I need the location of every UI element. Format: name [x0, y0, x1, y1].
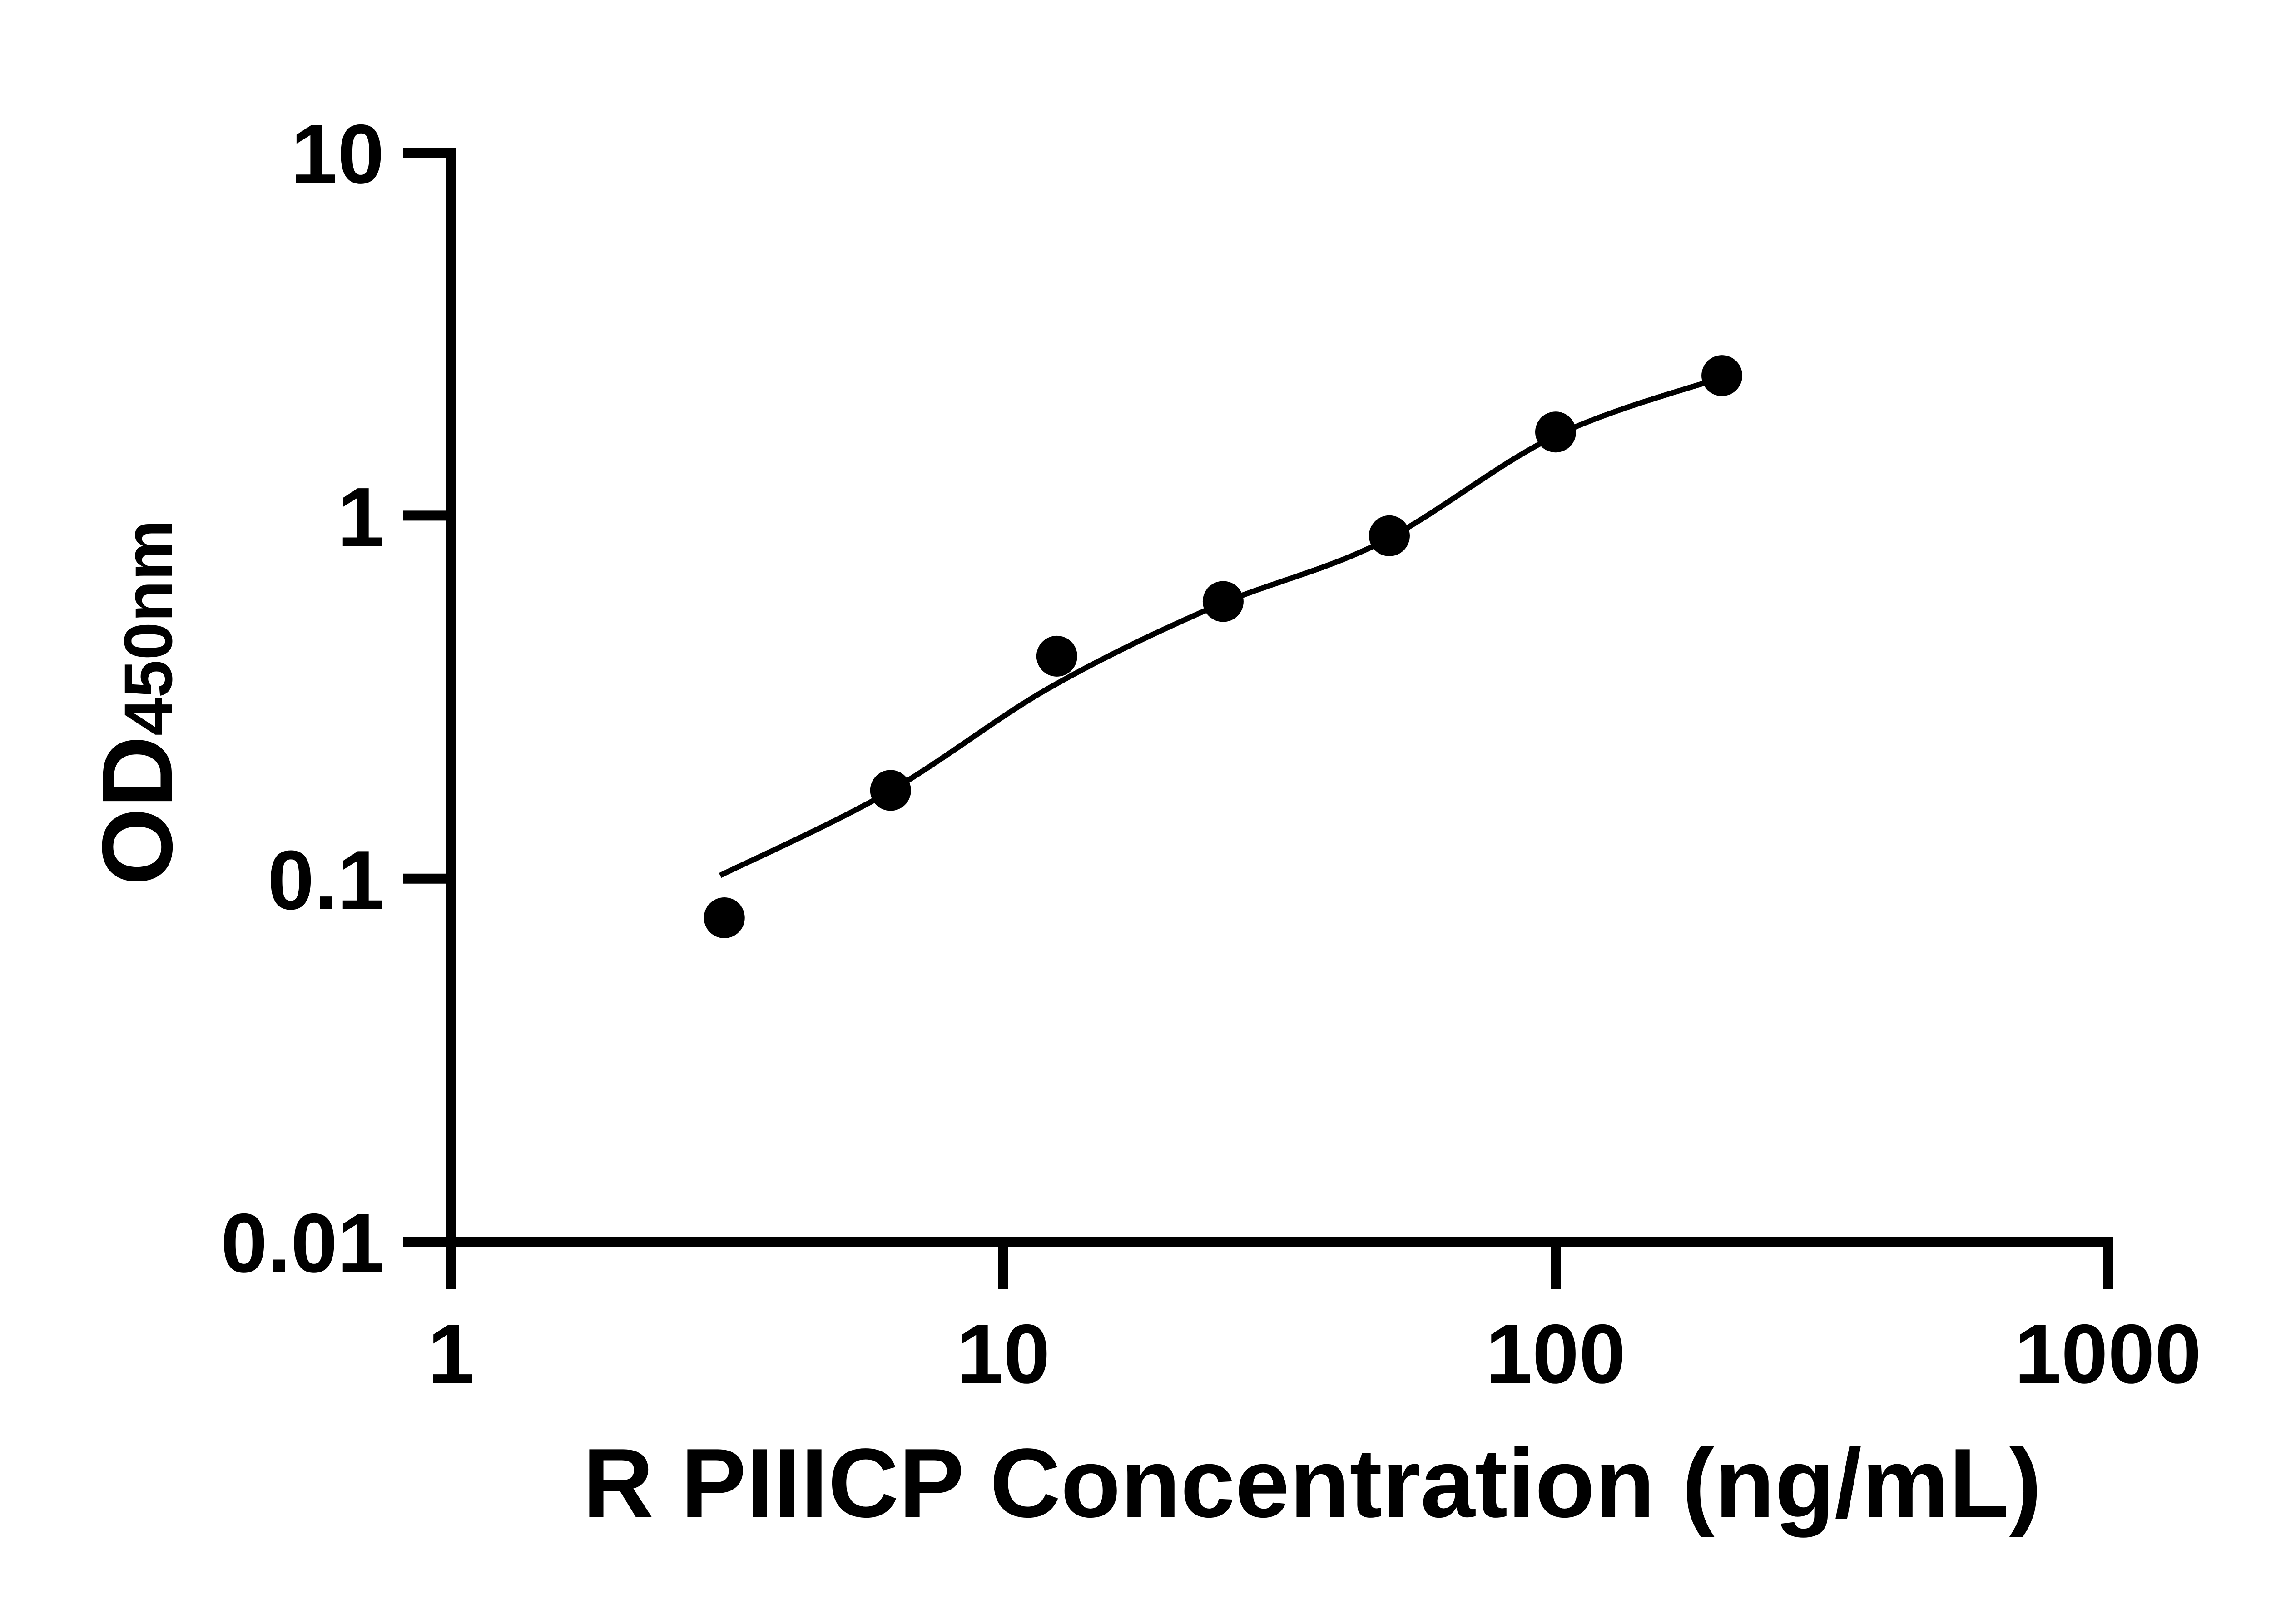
x-tick-label: 1 — [428, 1307, 475, 1401]
y-axis-title-subscript: 450nm — [110, 520, 186, 736]
fit-curve — [719, 373, 1729, 878]
fit-curve-path — [719, 373, 1729, 878]
y-tick-label: 0.01 — [221, 1197, 384, 1290]
x-tick-label: 10 — [957, 1307, 1050, 1401]
y-axis-title-main: OD — [81, 736, 193, 886]
x-tick-label: 1000 — [2014, 1307, 2202, 1401]
data-point-marker — [870, 770, 911, 811]
data-point-marker — [704, 897, 745, 938]
axes — [403, 148, 2113, 1289]
y-tick-label: 0.1 — [268, 834, 384, 927]
data-point-marker — [1202, 581, 1244, 622]
data-point-marker — [1036, 635, 1077, 677]
data-point-marker — [1369, 515, 1410, 556]
data-points — [704, 355, 1743, 938]
y-tick-label: 10 — [291, 108, 384, 201]
x-tick-label: 100 — [1486, 1307, 1626, 1401]
tick-labels: 1 10 100 1000 10 1 0.1 0.01 — [221, 108, 2202, 1401]
y-axis-title: OD450nm — [81, 520, 193, 886]
data-point-marker — [1701, 355, 1743, 396]
x-axis-title: R PIIICP Concentration (ng/mL) — [583, 1428, 2042, 1538]
data-point-marker — [1535, 411, 1576, 453]
y-tick-label: 1 — [337, 470, 384, 564]
